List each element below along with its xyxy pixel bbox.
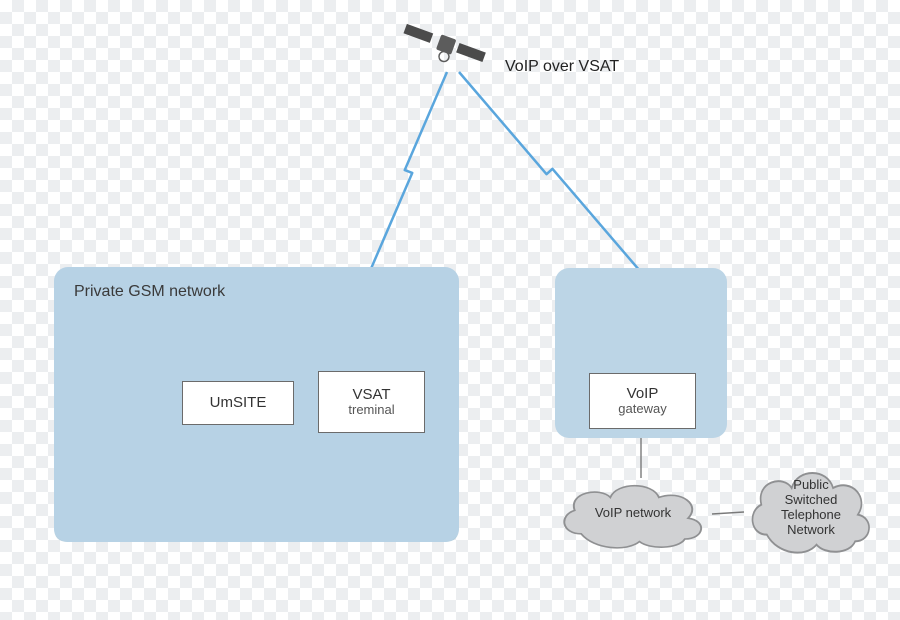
umsite-box: UmSITE (182, 381, 294, 425)
voip-network-label: VoIP network (587, 506, 679, 521)
voip-label: VoIP (627, 385, 659, 402)
diagram-stage: VoIP over VSAT Private GSM network UmSIT… (0, 0, 900, 620)
voip-sublabel: gateway (618, 402, 666, 417)
umsite-label: UmSITE (210, 394, 267, 411)
pstn-cloud: PublicSwitchedTelephoneNetwork (742, 458, 880, 558)
voip-gateway-box: VoIP gateway (589, 373, 696, 429)
vsat-terminal-box: VSAT treminal (318, 371, 425, 433)
diagram-title: VoIP over VSAT (505, 58, 619, 76)
pstn-label: PublicSwitchedTelephoneNetwork (773, 478, 849, 538)
voip-network-cloud: VoIP network (552, 474, 714, 552)
vsat-sublabel: treminal (348, 403, 394, 418)
vsat-label: VSAT (352, 386, 390, 403)
private-gsm-title: Private GSM network (74, 283, 225, 301)
